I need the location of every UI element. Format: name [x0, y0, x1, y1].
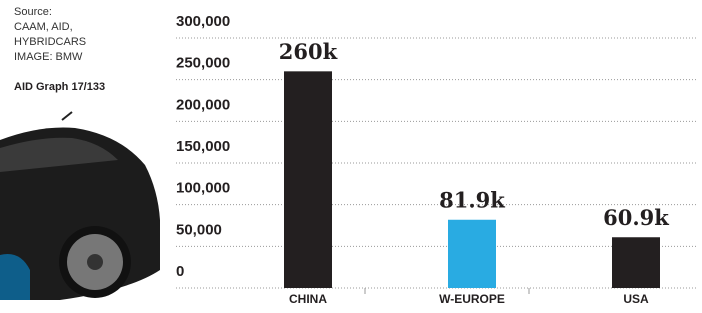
source-line: CAAM, AID, [14, 21, 73, 33]
chart: AID Graph 17/133 Source: CAAM, AID, HYBRID… [0, 0, 702, 308]
y-tick-label: 300,000 [176, 13, 230, 30]
car-image [0, 112, 160, 300]
value-label: 60.9k [603, 205, 669, 230]
value-label: 260k [279, 39, 338, 64]
source-line: IMAGE: BMW [14, 51, 83, 63]
value-label: 81.9k [439, 187, 505, 212]
bar [448, 220, 496, 288]
source-line: HYBRIDCARS [14, 36, 86, 48]
note: AID Graph 17/133 [14, 81, 105, 93]
bar [284, 71, 332, 288]
y-tick-label: 0 [176, 263, 184, 280]
y-tick-label: 200,000 [176, 96, 230, 113]
y-tick-label: 50,000 [176, 221, 222, 238]
y-tick-label: 250,000 [176, 55, 230, 72]
x-tick-label: USA [623, 292, 649, 306]
source-line: Source: [14, 6, 52, 18]
y-tick-label: 150,000 [176, 138, 230, 155]
x-tick-label: W-EUROPE [439, 292, 505, 306]
y-tick-label: 100,000 [176, 180, 230, 197]
x-tick-label: CHINA [289, 292, 327, 306]
bar [612, 237, 660, 288]
